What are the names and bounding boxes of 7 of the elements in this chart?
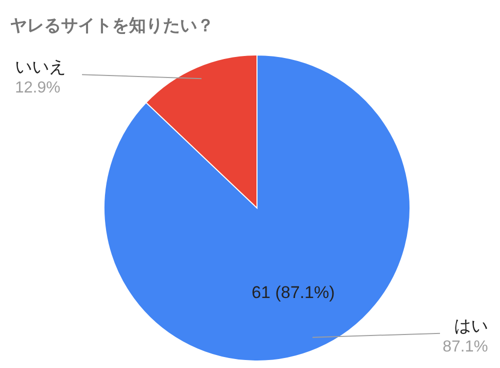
chart-title: ヤレるサイトを知りたい？ [10, 15, 214, 37]
slice-label: はい [454, 316, 488, 336]
slice-label: いいえ [15, 58, 66, 78]
data-label: 61 (87.1%) [252, 282, 335, 302]
text: 87.1% [442, 338, 488, 356]
text: 12.9% [15, 80, 60, 97]
pie-slice [104, 54, 410, 362]
